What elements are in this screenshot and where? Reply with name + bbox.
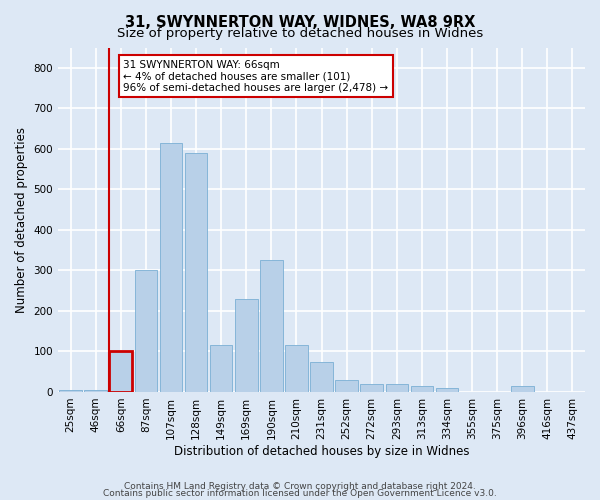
Bar	[109, 351, 132, 392]
Bar	[511, 386, 533, 392]
Bar	[134, 270, 157, 392]
Bar	[160, 142, 182, 392]
Bar	[85, 390, 107, 392]
Bar	[310, 362, 333, 392]
Bar	[285, 346, 308, 392]
Bar	[210, 346, 232, 392]
Text: Contains HM Land Registry data © Crown copyright and database right 2024.: Contains HM Land Registry data © Crown c…	[124, 482, 476, 491]
Text: Size of property relative to detached houses in Widnes: Size of property relative to detached ho…	[117, 28, 483, 40]
Bar	[185, 153, 208, 392]
Bar	[59, 390, 82, 392]
Bar	[260, 260, 283, 392]
Bar	[386, 384, 408, 392]
Bar	[436, 388, 458, 392]
Bar	[235, 299, 257, 392]
X-axis label: Distribution of detached houses by size in Widnes: Distribution of detached houses by size …	[174, 444, 469, 458]
Bar	[335, 380, 358, 392]
Text: Contains public sector information licensed under the Open Government Licence v3: Contains public sector information licen…	[103, 490, 497, 498]
Text: 31, SWYNNERTON WAY, WIDNES, WA8 9RX: 31, SWYNNERTON WAY, WIDNES, WA8 9RX	[125, 15, 475, 30]
Y-axis label: Number of detached properties: Number of detached properties	[15, 126, 28, 312]
Text: 31 SWYNNERTON WAY: 66sqm
← 4% of detached houses are smaller (101)
96% of semi-d: 31 SWYNNERTON WAY: 66sqm ← 4% of detache…	[123, 60, 388, 93]
Bar	[361, 384, 383, 392]
Bar	[410, 386, 433, 392]
